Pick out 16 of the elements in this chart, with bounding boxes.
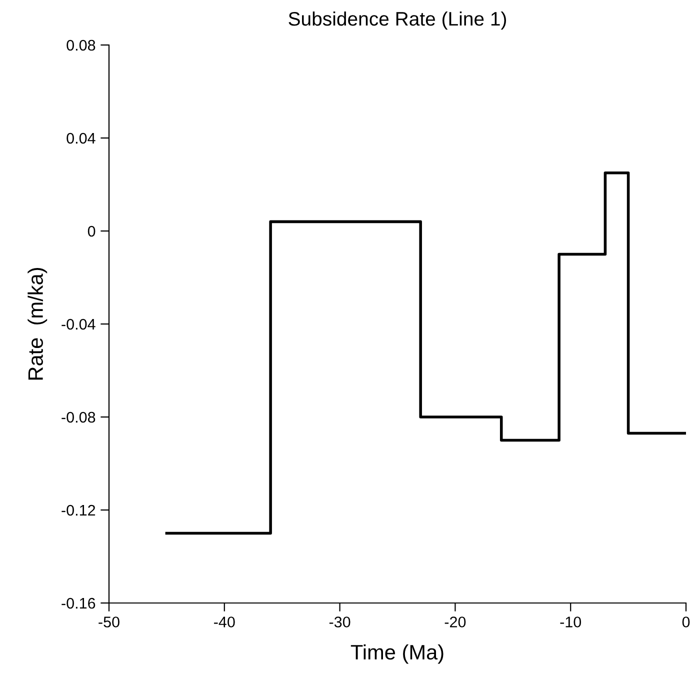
x-tick-label: 0 [682,616,690,628]
y-tick-label: 0 [88,226,96,237]
chart-title: Subsidence Rate (Line 1) [288,11,506,30]
y-tick-label: 0.08 [66,40,96,51]
y-tick-label: -0.12 [62,504,96,516]
y-axis-title: Rate (m/ka) [28,268,48,380]
x-tick-label: -30 [329,616,350,628]
x-tick-label: -20 [444,616,466,628]
x-tick-label: -40 [214,616,235,628]
x-tick-label: -50 [98,616,120,628]
x-tick-label: -10 [560,616,582,628]
y-tick-label: -0.08 [62,412,96,423]
y-tick-label: -0.04 [62,318,96,330]
y-tick-label: 0.04 [66,132,96,144]
y-tick-label: -0.16 [62,598,96,609]
x-axis-title: Time (Ma) [350,644,444,664]
